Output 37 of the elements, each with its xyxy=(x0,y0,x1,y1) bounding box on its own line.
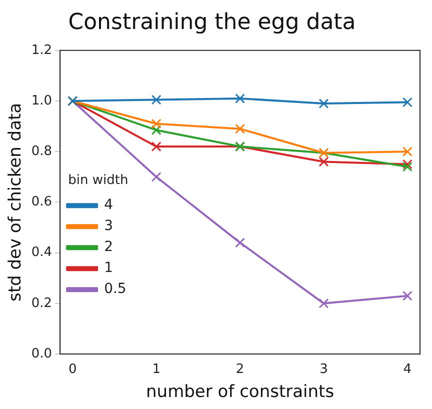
point xyxy=(151,94,162,105)
legend-label: 1 xyxy=(104,260,113,276)
point xyxy=(318,298,329,308)
y-tick-label: 1.2 xyxy=(31,42,52,58)
x-axis-title: number of constraints xyxy=(146,382,334,402)
point xyxy=(402,146,412,157)
y-tick-label: 0.4 xyxy=(31,245,52,260)
point xyxy=(151,172,162,182)
point xyxy=(235,124,246,134)
x-tick-label: 4 xyxy=(403,362,412,378)
x-tick-label: 0 xyxy=(68,362,77,378)
point xyxy=(402,97,412,108)
y-tick-label: 1.0 xyxy=(31,93,52,108)
point xyxy=(402,162,412,172)
legend-label: 2 xyxy=(104,239,113,256)
chart-title: Constraining the egg data xyxy=(68,10,356,35)
x-tick-label: 3 xyxy=(320,362,328,378)
legend-label: 0.5 xyxy=(104,281,126,298)
legend-label: 3 xyxy=(104,218,113,234)
point xyxy=(235,93,246,104)
y-tick-label: 0.6 xyxy=(31,194,52,210)
x-tick-label: 2 xyxy=(236,362,244,378)
point xyxy=(318,156,329,167)
point xyxy=(235,238,246,248)
y-tick-label: 0.2 xyxy=(31,296,52,311)
point xyxy=(402,290,412,301)
x-tick-label: 1 xyxy=(152,362,160,378)
point xyxy=(318,98,329,109)
point xyxy=(151,125,162,136)
legend-label: 4 xyxy=(104,197,114,214)
point xyxy=(151,142,162,152)
point xyxy=(402,159,412,170)
y-tick-label: 0.0 xyxy=(31,346,52,362)
y-axis-title: std dev of chicken data xyxy=(6,102,26,302)
point xyxy=(151,118,162,129)
legend-title: bin width xyxy=(68,172,128,188)
y-tick-label: 0.8 xyxy=(31,144,52,159)
